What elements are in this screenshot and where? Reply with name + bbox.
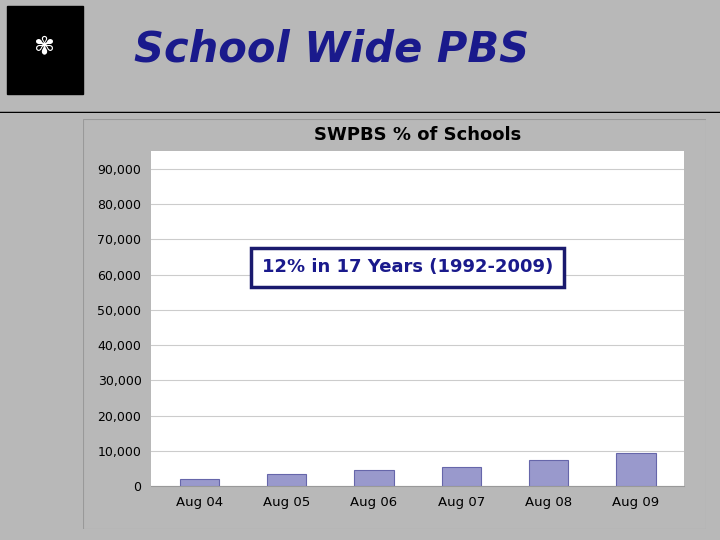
Bar (267, 474, 306, 486)
Bar (354, 470, 394, 486)
Title: SWPBS % of Schools: SWPBS % of Schools (314, 126, 521, 144)
Bar (529, 460, 568, 486)
Bar (441, 467, 481, 486)
Text: 12% in 17 Years (1992-2009): 12% in 17 Years (1992-2009) (262, 259, 554, 276)
Text: School Wide PBS: School Wide PBS (134, 29, 529, 71)
Bar (616, 453, 656, 486)
Text: ✾: ✾ (35, 34, 55, 58)
Bar (179, 479, 219, 486)
FancyBboxPatch shape (7, 6, 83, 94)
